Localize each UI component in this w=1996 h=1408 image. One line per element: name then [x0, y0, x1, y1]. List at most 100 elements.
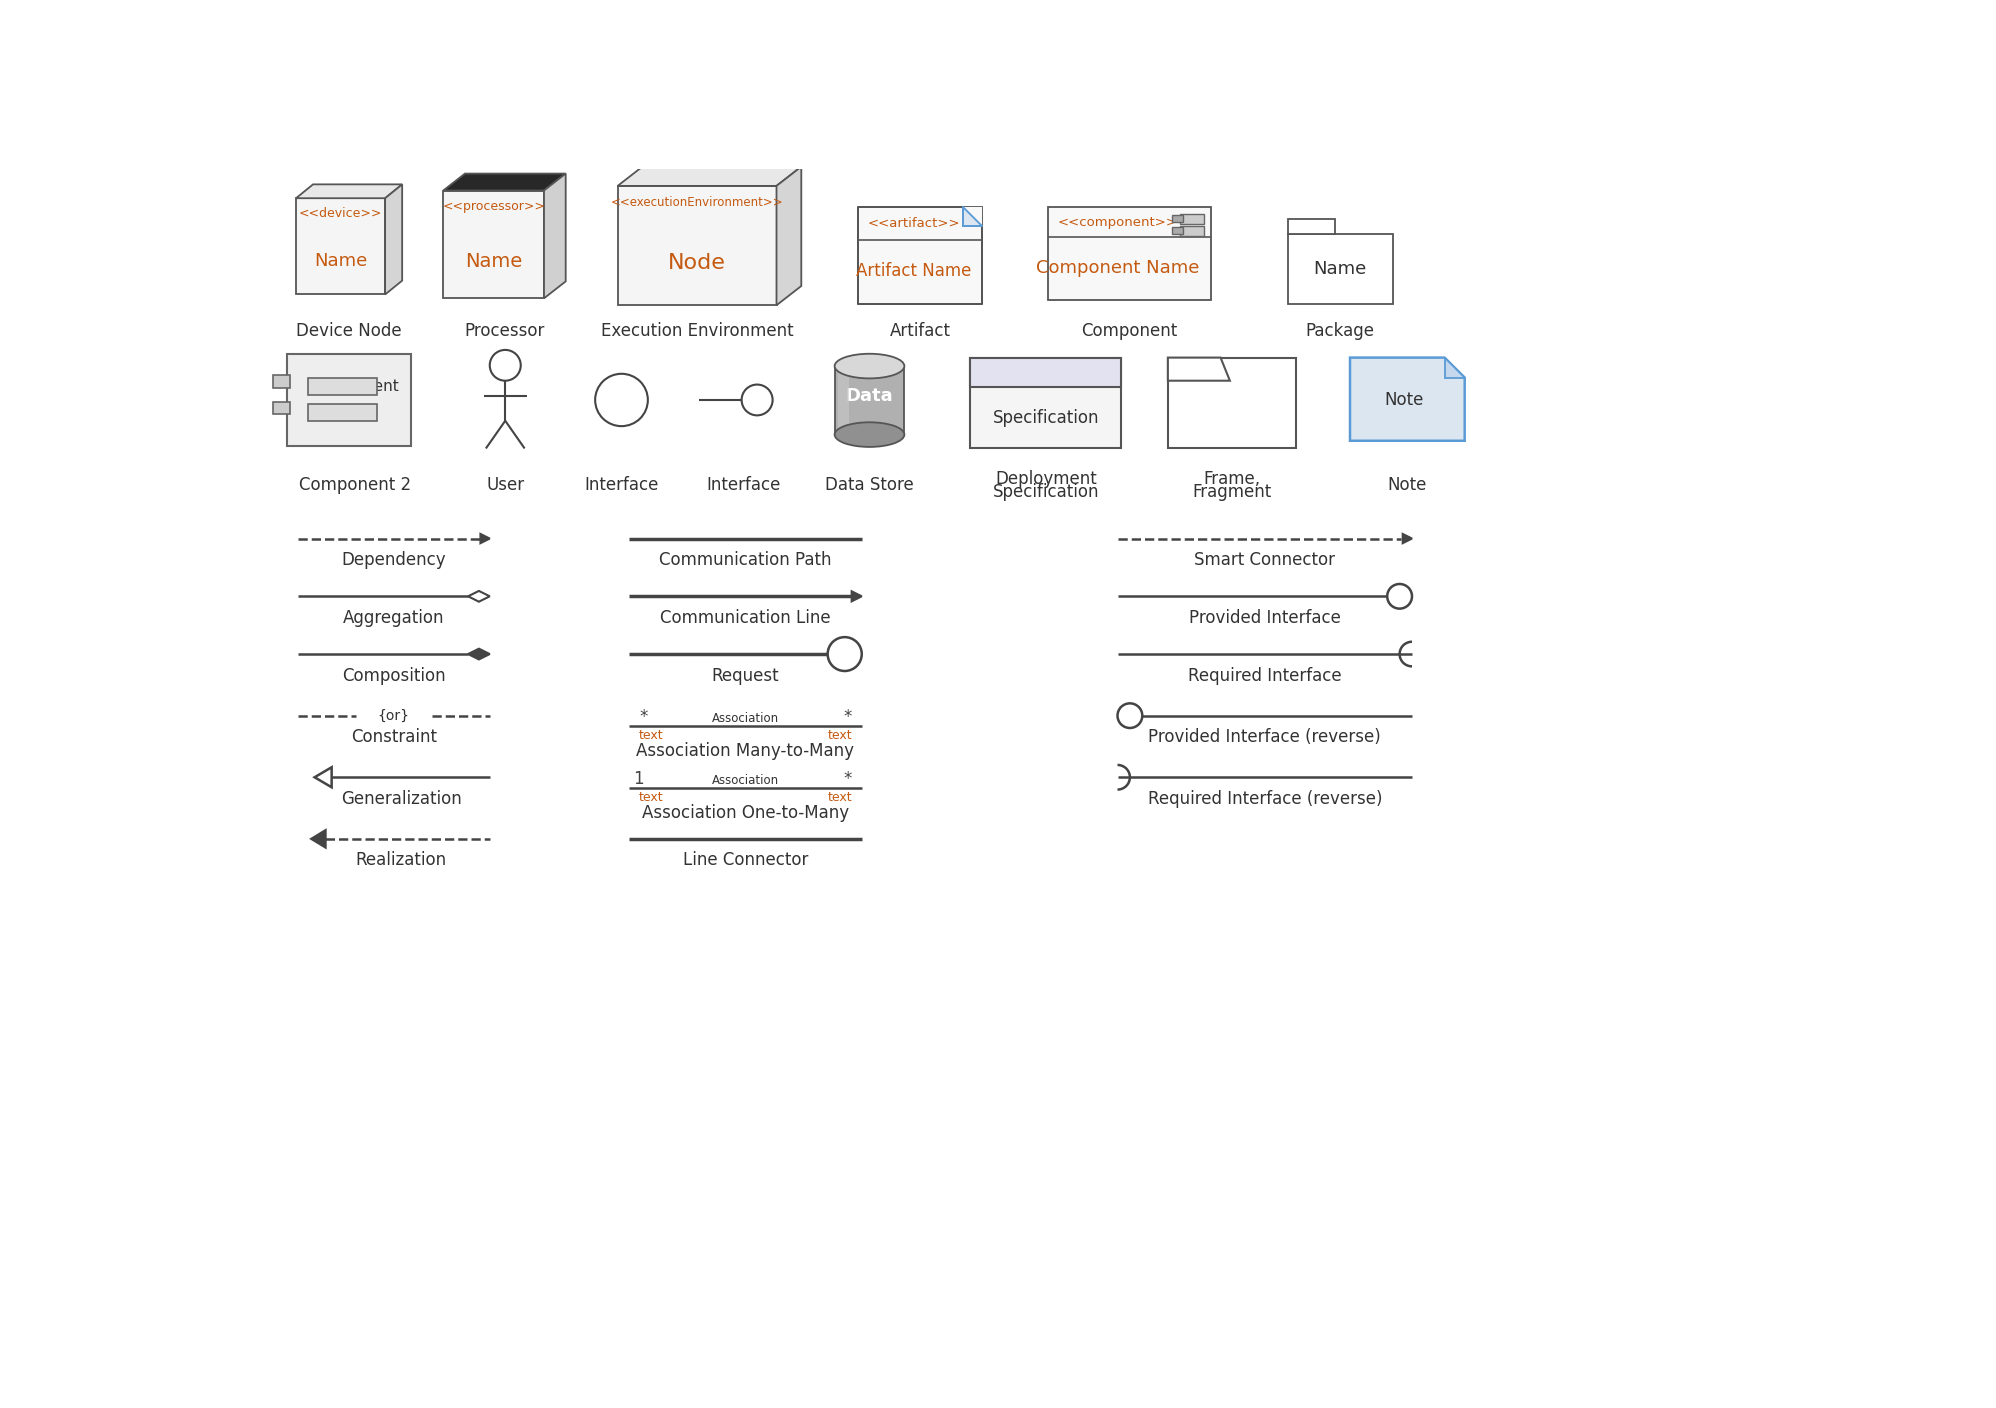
- Bar: [1180, 225, 1204, 237]
- Text: Package: Package: [1305, 321, 1375, 339]
- Text: Interface: Interface: [585, 476, 659, 494]
- Text: Specification: Specification: [992, 408, 1100, 427]
- Text: Name: Name: [465, 252, 523, 270]
- Text: Fragment: Fragment: [1192, 483, 1271, 501]
- Text: Deployment: Deployment: [994, 469, 1096, 487]
- Bar: [287, 353, 411, 446]
- Text: *: *: [844, 708, 852, 727]
- Text: Node: Node: [669, 253, 727, 273]
- Bar: [1287, 220, 1335, 234]
- Bar: [970, 358, 1122, 449]
- Text: Aggregation: Aggregation: [343, 608, 445, 627]
- Text: Association Many-to-Many: Association Many-to-Many: [637, 742, 854, 760]
- Text: Required Interface: Required Interface: [1188, 666, 1341, 684]
- Text: Frame,: Frame,: [1204, 469, 1259, 487]
- Polygon shape: [1445, 358, 1465, 377]
- Text: Data Store: Data Store: [824, 476, 914, 494]
- Polygon shape: [1168, 358, 1230, 380]
- Polygon shape: [311, 831, 325, 848]
- Bar: [1172, 215, 1182, 222]
- Text: Composition: Composition: [341, 666, 445, 684]
- Text: Generalization: Generalization: [341, 790, 461, 808]
- Text: *: *: [844, 770, 852, 788]
- Circle shape: [1387, 584, 1411, 608]
- Text: Communication Path: Communication Path: [659, 551, 832, 569]
- Polygon shape: [617, 166, 800, 186]
- Text: text: text: [639, 729, 663, 742]
- Text: Note: Note: [1385, 391, 1423, 408]
- Bar: [1168, 358, 1295, 449]
- Text: Name: Name: [1313, 260, 1367, 277]
- Ellipse shape: [834, 422, 904, 446]
- Text: Provided Interface (reverse): Provided Interface (reverse): [1148, 728, 1381, 746]
- Text: Provided Interface: Provided Interface: [1190, 608, 1341, 627]
- Text: Name: Name: [333, 404, 377, 420]
- Text: Component Name: Component Name: [1036, 259, 1200, 277]
- Bar: [964, 207, 982, 225]
- Bar: [309, 404, 377, 421]
- Circle shape: [595, 373, 649, 427]
- Text: {or}: {or}: [377, 708, 409, 722]
- Text: text: text: [828, 791, 852, 804]
- Text: 1: 1: [633, 770, 645, 788]
- Polygon shape: [443, 173, 565, 190]
- Polygon shape: [467, 649, 489, 659]
- Bar: [1172, 228, 1182, 234]
- Text: <<device>>: <<device>>: [299, 207, 383, 220]
- Text: <<processor>>: <<processor>>: [443, 200, 545, 213]
- Text: Specification: Specification: [992, 483, 1100, 501]
- Bar: [273, 376, 289, 387]
- Text: Artifact Name: Artifact Name: [856, 262, 972, 280]
- Polygon shape: [1349, 358, 1465, 441]
- Text: Dependency: Dependency: [341, 551, 445, 569]
- Text: <<component>>: <<component>>: [1058, 215, 1178, 228]
- Circle shape: [743, 384, 772, 415]
- Ellipse shape: [834, 353, 904, 379]
- Text: <<artifact>>: <<artifact>>: [868, 217, 960, 230]
- Text: Realization: Realization: [355, 852, 447, 869]
- Text: Association: Association: [713, 712, 778, 725]
- Circle shape: [828, 636, 862, 672]
- Text: Association One-to-Many: Association One-to-Many: [643, 804, 848, 822]
- Text: Communication Line: Communication Line: [661, 608, 830, 627]
- Bar: [838, 366, 848, 435]
- Text: Data: Data: [846, 387, 894, 406]
- Circle shape: [1118, 704, 1142, 728]
- Text: Processor: Processor: [465, 321, 545, 339]
- Text: Constraint: Constraint: [351, 728, 437, 746]
- Polygon shape: [467, 591, 489, 601]
- Text: Note: Note: [1387, 476, 1427, 494]
- Text: Smart Connector: Smart Connector: [1194, 551, 1335, 569]
- Text: text: text: [639, 791, 663, 804]
- Text: <<executionEnvironment>>: <<executionEnvironment>>: [611, 196, 782, 208]
- Bar: [970, 358, 1122, 387]
- Text: User: User: [487, 476, 525, 494]
- Text: <<deployment spec>>: <<deployment spec>>: [976, 366, 1116, 379]
- Polygon shape: [295, 199, 385, 294]
- Text: text: text: [828, 729, 852, 742]
- Polygon shape: [443, 190, 545, 298]
- Text: Component: Component: [1082, 321, 1178, 339]
- Text: Component 2: Component 2: [299, 476, 411, 494]
- Text: Artifact: Artifact: [890, 321, 950, 339]
- Bar: [273, 401, 289, 414]
- Text: Execution Environment: Execution Environment: [601, 321, 792, 339]
- Text: Component: Component: [311, 379, 399, 394]
- Polygon shape: [545, 173, 565, 298]
- Polygon shape: [852, 591, 862, 601]
- Text: Required Interface (reverse): Required Interface (reverse): [1148, 790, 1381, 808]
- Polygon shape: [295, 184, 401, 199]
- Polygon shape: [385, 184, 401, 294]
- Bar: [834, 366, 904, 435]
- Polygon shape: [964, 207, 982, 225]
- Text: Line Connector: Line Connector: [683, 852, 808, 869]
- Text: Request: Request: [713, 666, 778, 684]
- Text: *: *: [639, 708, 647, 727]
- Bar: [858, 207, 982, 304]
- Text: Association: Association: [713, 774, 778, 787]
- Text: Interface: Interface: [707, 476, 780, 494]
- Polygon shape: [315, 767, 331, 787]
- Polygon shape: [617, 186, 776, 306]
- Text: Device Node: Device Node: [295, 321, 401, 339]
- Bar: [309, 379, 377, 396]
